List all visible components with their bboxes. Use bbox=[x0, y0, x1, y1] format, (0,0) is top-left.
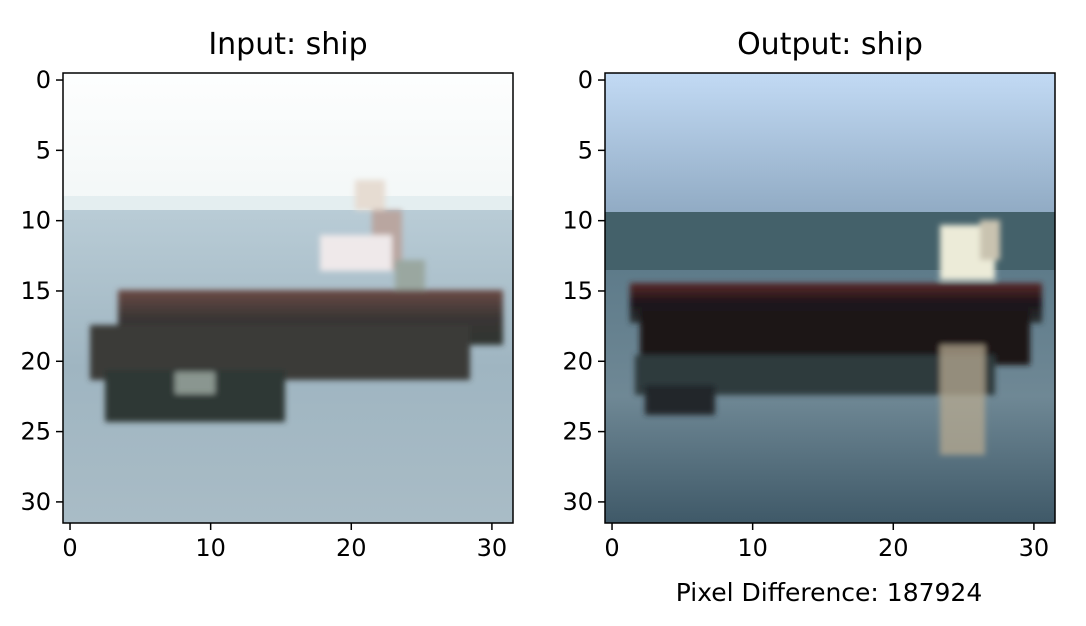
x-tick-label: 30 bbox=[1019, 534, 1050, 562]
input-title: Input: ship bbox=[208, 27, 367, 62]
input-x-ticks: 0 10 20 30 bbox=[62, 523, 507, 562]
y-tick-label: 15 bbox=[20, 277, 51, 305]
input-image bbox=[63, 73, 513, 523]
x-tick-label: 20 bbox=[878, 534, 909, 562]
x-tick-label: 30 bbox=[477, 534, 508, 562]
x-tick-label: 10 bbox=[737, 534, 768, 562]
y-tick-label: 0 bbox=[36, 66, 51, 94]
y-tick-label: 5 bbox=[578, 136, 593, 164]
y-tick-label: 10 bbox=[562, 207, 593, 235]
output-x-ticks: 0 10 20 30 bbox=[604, 523, 1049, 562]
x-tick-label: 0 bbox=[62, 534, 77, 562]
y-tick-label: 0 bbox=[578, 66, 593, 94]
input-axes-frame bbox=[62, 72, 514, 524]
x-tick-label: 10 bbox=[195, 534, 226, 562]
y-tick-label: 30 bbox=[562, 488, 593, 516]
y-tick-label: 10 bbox=[20, 207, 51, 235]
x-tick-label: 20 bbox=[336, 534, 367, 562]
y-tick-label: 30 bbox=[20, 488, 51, 516]
y-tick-label: 5 bbox=[36, 136, 51, 164]
y-tick-label: 15 bbox=[562, 277, 593, 305]
output-image bbox=[605, 73, 1055, 523]
input-y-ticks: 0 5 10 15 20 25 30 bbox=[20, 66, 63, 516]
pixel-difference-caption: Pixel Difference: 187924 bbox=[676, 578, 982, 607]
output-y-ticks: 0 5 10 15 20 25 30 bbox=[562, 66, 605, 516]
y-tick-label: 20 bbox=[20, 347, 51, 375]
y-tick-label: 25 bbox=[20, 418, 51, 446]
x-tick-label: 0 bbox=[604, 534, 619, 562]
y-tick-label: 20 bbox=[562, 347, 593, 375]
y-tick-label: 25 bbox=[562, 418, 593, 446]
output-title: Output: ship bbox=[737, 27, 923, 62]
output-axes-frame bbox=[604, 72, 1056, 524]
